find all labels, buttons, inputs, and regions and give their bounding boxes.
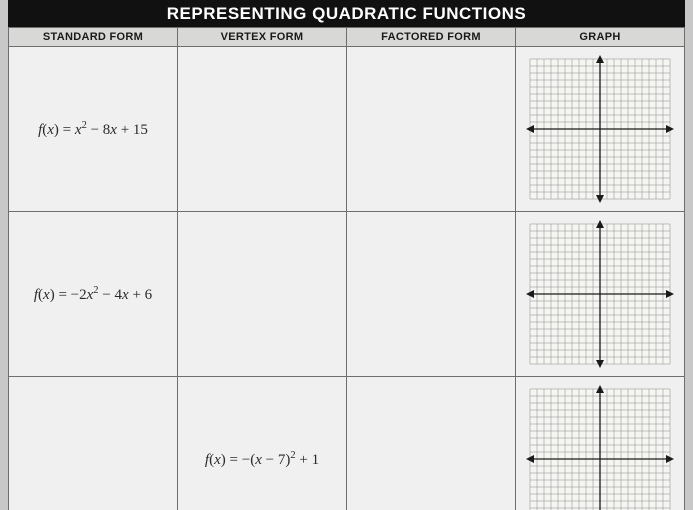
page-title: REPRESENTING QUADRATIC FUNCTIONS	[8, 0, 685, 27]
header-row: STANDARD FORM VERTEX FORM FACTORED FORM …	[9, 28, 685, 47]
table-row: f(x) = −2x2 − 4x + 6	[9, 212, 685, 377]
col-graph: GRAPH	[516, 28, 685, 47]
cell-factored	[347, 212, 516, 377]
graph-container	[516, 377, 684, 510]
graph-container	[516, 47, 684, 211]
cell-vertex	[178, 47, 347, 212]
cell-factored	[347, 47, 516, 212]
cell-standard: f(x) = −2x2 − 4x + 6	[9, 212, 178, 377]
table-row: f(x) = x2 − 8x + 15	[9, 47, 685, 212]
formula-vertex: f(x) = −(x − 7)2 + 1	[205, 452, 319, 468]
graph-container	[516, 212, 684, 376]
cell-vertex	[178, 212, 347, 377]
cell-standard	[9, 377, 178, 510]
worksheet-page: REPRESENTING QUADRATIC FUNCTIONS STANDAR…	[8, 0, 685, 510]
cell-vertex: f(x) = −(x − 7)2 + 1	[178, 377, 347, 510]
col-vertex: VERTEX FORM	[178, 28, 347, 47]
cell-standard: f(x) = x2 − 8x + 15	[9, 47, 178, 212]
table-row: f(x) = −(x − 7)2 + 1	[9, 377, 685, 510]
formula-standard: f(x) = −2x2 − 4x + 6	[34, 287, 152, 303]
cell-graph	[516, 47, 685, 212]
cell-factored	[347, 377, 516, 510]
formula-standard: f(x) = x2 − 8x + 15	[38, 122, 148, 138]
col-factored: FACTORED FORM	[347, 28, 516, 47]
quadratic-table: STANDARD FORM VERTEX FORM FACTORED FORM …	[8, 27, 685, 510]
cell-graph	[516, 377, 685, 510]
col-standard: STANDARD FORM	[9, 28, 178, 47]
cell-graph	[516, 212, 685, 377]
